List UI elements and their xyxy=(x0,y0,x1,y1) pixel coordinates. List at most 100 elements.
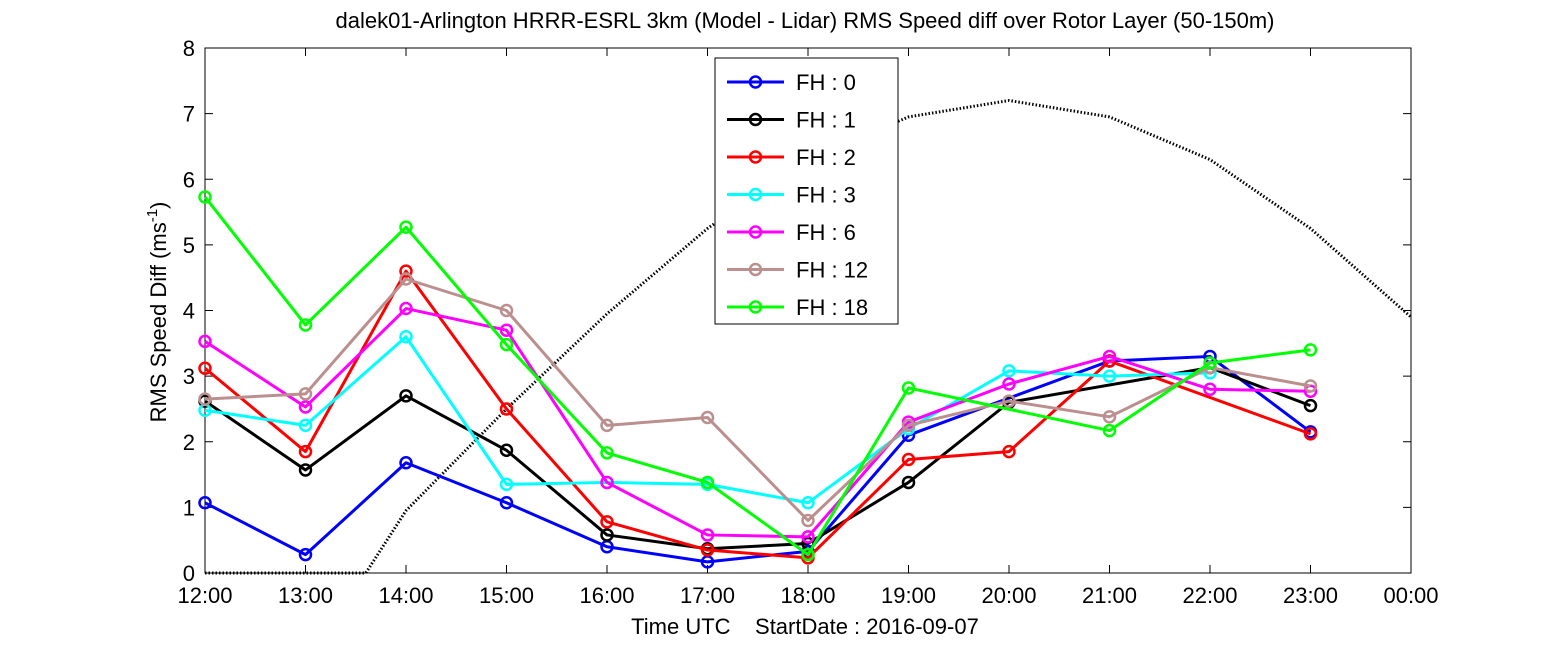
data-point xyxy=(700,528,715,542)
series xyxy=(198,272,1318,528)
data-point xyxy=(198,190,212,204)
legend-label: FH : 6 xyxy=(796,220,856,245)
y-tick-label: 2 xyxy=(183,430,195,455)
data-point xyxy=(600,475,614,490)
legend-label: FH : 0 xyxy=(796,70,856,95)
legend-swatch-marker xyxy=(748,225,763,239)
data-point xyxy=(1002,444,1016,459)
series-line xyxy=(204,269,1312,560)
y-tick-label: 7 xyxy=(183,102,195,127)
x-tick-label: 13:00 xyxy=(278,583,333,608)
legend-swatch-marker xyxy=(748,262,763,277)
y-tick-label: 5 xyxy=(183,233,195,258)
data-point xyxy=(399,389,413,403)
legend-box xyxy=(714,57,899,325)
legend-swatch-marker xyxy=(748,150,763,164)
data-point xyxy=(298,444,313,459)
data-point xyxy=(499,496,514,510)
data-point xyxy=(499,477,514,492)
axis-ticks: 12:00 13:00 14:00 15:00 16:00 17:00 18:00 19:00… xyxy=(177,36,1438,608)
data-point xyxy=(1102,423,1117,438)
legend: FH : 0 FH : 1 FH : 2 FH : 3 FH : 6 FH : 12 FH … xyxy=(714,57,899,325)
data-point xyxy=(1102,369,1117,383)
data-point xyxy=(1002,394,1016,408)
data-point xyxy=(1303,427,1318,441)
data-point xyxy=(198,361,212,375)
legend-swatch-marker xyxy=(748,300,763,314)
dotted-curve xyxy=(205,98,1412,575)
data-point xyxy=(499,337,514,352)
data-point xyxy=(1002,364,1016,378)
legend-label: FH : 3 xyxy=(796,183,856,208)
data-point xyxy=(399,330,413,344)
data-point xyxy=(600,515,614,529)
data-point xyxy=(801,513,815,528)
series-line xyxy=(204,366,1312,551)
data-point xyxy=(399,220,413,234)
y-axis-label-close: ) xyxy=(146,202,171,209)
x-tick-label: 18:00 xyxy=(780,583,835,608)
legend-label: FH : 2 xyxy=(796,145,856,170)
y-axis-label-main: RMS Speed Diff (ms xyxy=(146,222,171,422)
series xyxy=(198,360,1318,556)
data-point xyxy=(499,402,514,416)
x-tick-label: 14:00 xyxy=(378,583,433,608)
x-tick-label: 21:00 xyxy=(1082,583,1137,608)
y-axis-label: RMS Speed Diff (ms-1) xyxy=(144,202,171,423)
x-tick-label: 17:00 xyxy=(680,583,735,608)
x-tick-label: 23:00 xyxy=(1283,583,1338,608)
data-point xyxy=(399,456,413,470)
data-point xyxy=(801,547,815,562)
data-point xyxy=(298,400,313,414)
data-point xyxy=(901,475,916,490)
data-point xyxy=(298,387,313,401)
data-point xyxy=(399,301,413,316)
data-point xyxy=(1203,356,1217,370)
data-point xyxy=(1102,349,1117,364)
data-point xyxy=(901,381,916,395)
chart-title: dalek01-Arlington HRRR-ESRL 3km (Model -… xyxy=(335,8,1274,33)
data-point xyxy=(1303,398,1318,413)
legend-swatch-marker xyxy=(748,112,763,127)
y-tick-label: 3 xyxy=(183,364,195,389)
legend-swatch-marker xyxy=(748,75,763,89)
x-tick-label: 12:00 xyxy=(177,583,232,608)
x-tick-label: 00:00 xyxy=(1383,583,1438,608)
data-point xyxy=(801,530,815,544)
series xyxy=(198,330,1217,510)
series-line xyxy=(203,196,1311,557)
series-line xyxy=(204,277,1311,522)
data-point xyxy=(198,392,212,406)
legend-label: FH : 18 xyxy=(796,295,868,320)
x-tick-label: 19:00 xyxy=(881,583,936,608)
data-point xyxy=(1102,410,1117,424)
series xyxy=(198,349,1318,569)
series xyxy=(198,190,1318,562)
data-point xyxy=(700,543,715,557)
data-point xyxy=(1203,382,1217,396)
data-point xyxy=(198,334,212,349)
data-point xyxy=(600,528,614,542)
data-point xyxy=(600,446,614,460)
y-tick-label: 4 xyxy=(183,299,195,324)
x-axis-label: Time UTC StartDate : 2016-09-07 xyxy=(631,614,979,639)
series-line xyxy=(204,335,1211,505)
series-line xyxy=(204,307,1311,539)
x-tick-label: 20:00 xyxy=(981,583,1036,608)
legend-swatch-marker xyxy=(748,187,763,202)
data-point xyxy=(901,452,916,467)
data-point xyxy=(700,410,715,425)
data-point xyxy=(1303,343,1318,357)
data-point xyxy=(1303,379,1318,393)
data-point xyxy=(298,547,313,562)
data-point xyxy=(298,418,313,433)
data-point xyxy=(499,303,514,318)
data-point xyxy=(700,475,715,490)
x-tick-label: 22:00 xyxy=(1182,583,1237,608)
data-point xyxy=(499,323,514,337)
x-tick-label: 16:00 xyxy=(579,583,634,608)
data-point xyxy=(399,272,413,286)
y-tick-label: 8 xyxy=(183,36,195,61)
data-point xyxy=(901,418,916,433)
series-line xyxy=(204,354,1312,564)
